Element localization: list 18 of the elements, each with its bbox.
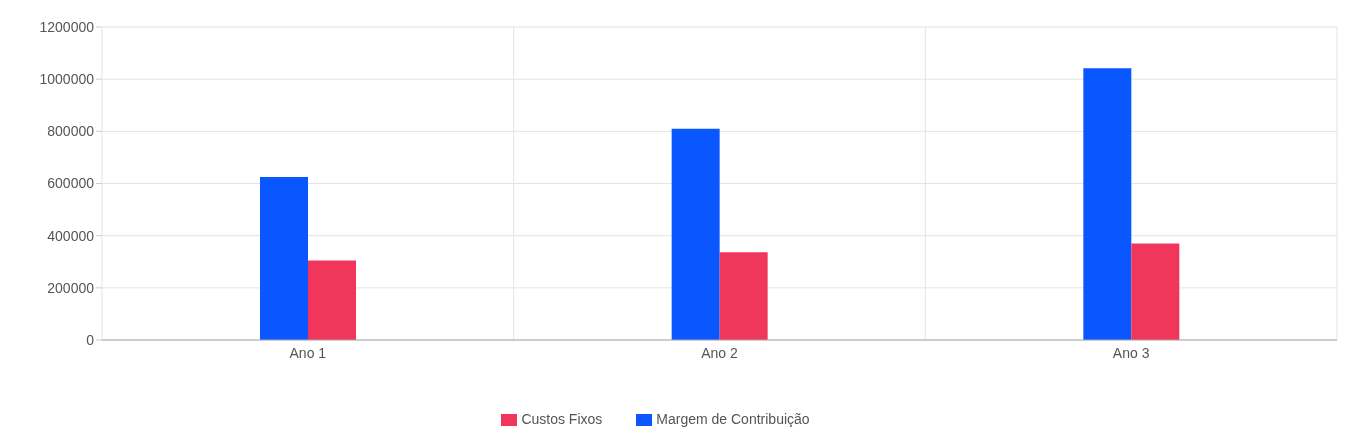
y-tick-label: 400000 [47, 227, 95, 244]
y-tick-label: 0 [86, 331, 95, 348]
y-tick-label: 800000 [47, 123, 95, 140]
y-tick-label: 200000 [47, 279, 95, 296]
bar [671, 128, 720, 340]
y-tick-label: 1200000 [39, 18, 95, 35]
bar [719, 252, 768, 340]
bar [260, 176, 308, 340]
y-tick-label: 600000 [47, 175, 95, 192]
legend-label: Margem de Contribuição [656, 411, 810, 427]
bar [308, 260, 356, 340]
x-tick-label: Ano 1 [289, 344, 327, 361]
y-tick-label: 1000000 [39, 71, 95, 88]
x-tick-label: Ano 2 [701, 344, 738, 361]
legend-label: Custos Fixos [521, 411, 603, 427]
bar [1083, 68, 1132, 340]
bar [1131, 243, 1180, 340]
x-tick-label: Ano 3 [1112, 344, 1150, 361]
